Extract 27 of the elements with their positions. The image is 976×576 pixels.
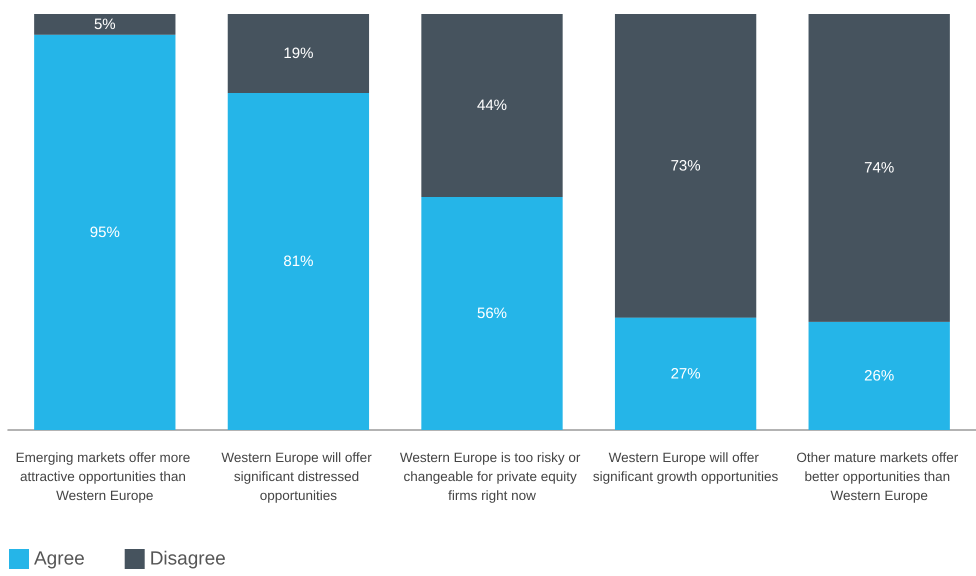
data-label: 81% <box>283 253 314 270</box>
bar <box>614 318 756 430</box>
legend-label: Agree <box>34 548 85 570</box>
data-label: 73% <box>670 157 701 174</box>
bar <box>228 14 370 94</box>
bar <box>34 34 176 430</box>
bar <box>614 14 756 318</box>
bar <box>421 14 563 198</box>
data-label: 19% <box>283 45 314 62</box>
bar <box>34 14 176 35</box>
data-label: 56% <box>476 305 508 322</box>
x-tick-label: Western Europe will offer significant growth opportunities <box>592 450 779 484</box>
x-tick-label: Western Europe will offer significant distressed opportunities <box>221 450 376 503</box>
x-tick-label: Other mature markets offer better opportunities than Western Europe <box>796 450 962 503</box>
bar <box>421 197 563 430</box>
data-label: 44% <box>476 97 508 114</box>
data-label: 26% <box>864 367 894 384</box>
x-tick-label: Emerging markets offer more attractive opportunities than Western Europe <box>16 450 194 503</box>
data-label: 27% <box>670 365 701 382</box>
bar <box>228 93 370 430</box>
data-label: 95% <box>90 224 120 241</box>
x-tick-label: Western Europe is too risky or changeable for private equity firms right now <box>400 450 584 503</box>
data-label: 5% <box>94 16 116 33</box>
data-label: 74% <box>864 159 894 176</box>
bar <box>808 322 950 430</box>
bar <box>808 14 950 322</box>
legend-label: Disagree <box>150 548 226 570</box>
